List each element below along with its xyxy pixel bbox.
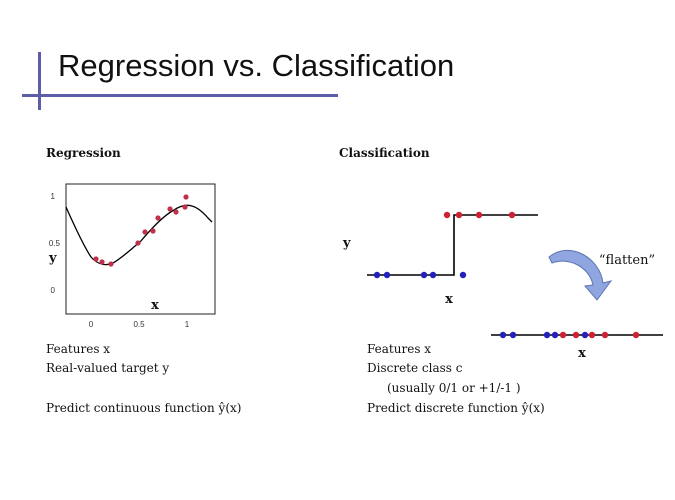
regression-plot: 1 0.5 0 0 0.5 1 y x bbox=[48, 183, 216, 329]
class0-point bbox=[581, 331, 589, 339]
classification-x-label: x bbox=[445, 292, 453, 307]
class1-point bbox=[455, 211, 463, 219]
class1-point bbox=[588, 331, 596, 339]
step-function bbox=[367, 214, 538, 276]
data-point bbox=[183, 194, 189, 200]
class0-point bbox=[509, 331, 517, 339]
data-point bbox=[108, 261, 114, 267]
class1-point bbox=[508, 211, 516, 219]
class0-point bbox=[420, 271, 428, 279]
y-tick-label: 0.5 bbox=[49, 239, 61, 248]
class0-point bbox=[373, 271, 381, 279]
classification-y-label: y bbox=[342, 236, 351, 251]
class1-point bbox=[559, 331, 567, 339]
title-accent-horizontal bbox=[22, 94, 338, 97]
x-tick-label: 1 bbox=[185, 320, 190, 329]
regression-points bbox=[93, 194, 189, 267]
flatten-arrow-icon bbox=[548, 249, 613, 301]
x-tick-label: 0.5 bbox=[133, 320, 145, 329]
class0-point bbox=[459, 271, 467, 279]
class0-point bbox=[499, 331, 507, 339]
class0-point bbox=[543, 331, 551, 339]
data-point bbox=[182, 204, 188, 210]
slide-title: Regression vs. Classification bbox=[58, 48, 455, 83]
data-point bbox=[150, 228, 156, 234]
class1-points bbox=[443, 211, 516, 219]
regression-heading: Regression bbox=[46, 146, 121, 160]
flattened-line-plot: x bbox=[491, 331, 663, 361]
classification-predict: Predict discrete function ŷ(x) bbox=[367, 401, 545, 415]
data-point bbox=[99, 259, 105, 265]
title-accent-vertical bbox=[38, 52, 41, 110]
data-point bbox=[155, 215, 161, 221]
classification-features: Features x bbox=[367, 342, 432, 356]
x-tick-label: 0 bbox=[89, 320, 94, 329]
flattened-x-label: x bbox=[578, 346, 586, 361]
flatten-arrow-shape bbox=[548, 249, 613, 301]
class1-point bbox=[632, 331, 640, 339]
classification-class-note: (usually 0/1 or +1/-1 ) bbox=[387, 381, 521, 395]
class0-points bbox=[373, 271, 467, 279]
regression-curve bbox=[65, 204, 213, 266]
data-point bbox=[135, 240, 141, 246]
classification-class: Discrete class c bbox=[367, 361, 463, 375]
data-point bbox=[167, 206, 173, 212]
class1-point bbox=[443, 211, 451, 219]
class0-point bbox=[429, 271, 437, 279]
regression-features: Features x bbox=[46, 342, 111, 356]
flatten-label: “flatten” bbox=[599, 253, 655, 268]
class1-point bbox=[601, 331, 609, 339]
class0-point bbox=[383, 271, 391, 279]
data-point bbox=[93, 256, 99, 262]
classification-heading: Classification bbox=[339, 146, 430, 160]
y-tick-label: 1 bbox=[51, 192, 56, 201]
regression-predict: Predict continuous function ŷ(x) bbox=[46, 401, 242, 415]
classification-plot: y x bbox=[342, 211, 538, 307]
regression-target: Real-valued target y bbox=[46, 361, 170, 375]
class0-point bbox=[551, 331, 559, 339]
y-tick-label: 0 bbox=[51, 286, 56, 295]
data-point bbox=[173, 209, 179, 215]
plot-frame bbox=[65, 183, 216, 315]
class1-point bbox=[572, 331, 580, 339]
regression-y-label: y bbox=[48, 251, 57, 266]
regression-x-label: x bbox=[151, 298, 159, 313]
class1-point bbox=[475, 211, 483, 219]
data-point bbox=[142, 229, 148, 235]
